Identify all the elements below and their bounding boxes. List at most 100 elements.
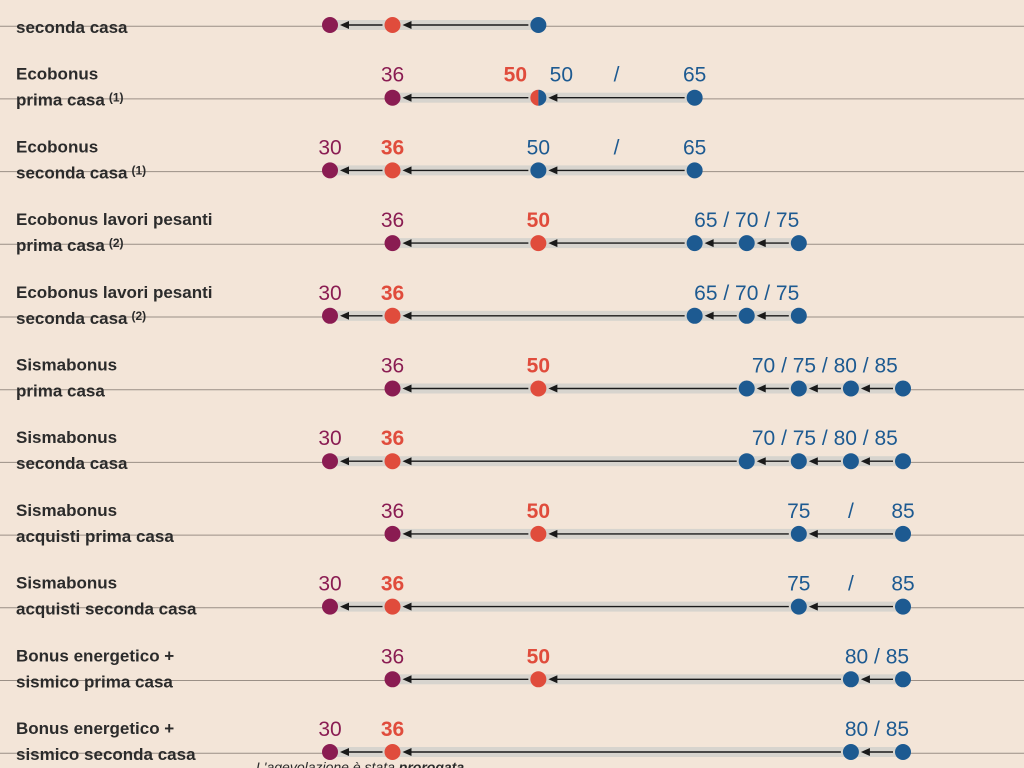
row-label-line1: Bonus energetico + xyxy=(16,646,174,665)
data-point xyxy=(842,671,859,688)
row-note: (2) xyxy=(109,236,124,250)
data-point xyxy=(384,598,401,615)
value-label: 30 xyxy=(318,427,341,450)
value-label: / xyxy=(614,64,620,87)
chart-row: Sismabonus prima casa 36 50 70 / 75 / 80 / 8… xyxy=(0,355,1024,401)
row-label-line1: Sismabonus xyxy=(16,501,117,520)
row-label-line1: Ecobonus xyxy=(16,137,98,156)
arrow-head xyxy=(548,529,558,538)
data-point xyxy=(842,453,859,470)
data-point xyxy=(895,453,911,470)
value-label: 70 / 75 / 80 / 85 xyxy=(752,427,898,450)
value-label: 36 xyxy=(381,64,404,87)
arrow-head xyxy=(548,384,558,393)
arrow-head xyxy=(704,311,714,320)
arrow-head xyxy=(340,748,349,756)
value-label: 36 xyxy=(381,209,404,232)
value-label: 50 xyxy=(527,136,550,159)
arrow-head xyxy=(340,602,349,611)
data-point xyxy=(530,17,547,33)
arrow-head xyxy=(402,457,412,466)
data-point xyxy=(738,380,755,397)
row-label-line1: Sismabonus xyxy=(16,356,117,375)
arrow-head xyxy=(548,239,558,248)
footer-bold: prorogata xyxy=(398,759,465,768)
value-label: 50 xyxy=(527,355,550,378)
row-label-line1: Sismabonus xyxy=(16,574,117,593)
value-label: 75 xyxy=(787,573,810,596)
arrow-head xyxy=(340,457,349,466)
chart-row: Ecobonus seconda casa (1) 30 36 50 / 65 xyxy=(0,136,1024,182)
arrow-head xyxy=(756,239,766,248)
data-point xyxy=(384,453,401,470)
data-point xyxy=(538,89,547,106)
data-point xyxy=(384,89,401,106)
footer-note: L'agevolazione è stata prorogata xyxy=(256,759,464,768)
data-point xyxy=(686,235,703,252)
chart-row: Bonus energetico + sismico seconda casa 30… xyxy=(0,718,1024,764)
value-label: 80 / 85 xyxy=(845,718,909,741)
data-point xyxy=(530,525,547,542)
row-label-line2: acquisti prima casa xyxy=(16,527,174,546)
data-point xyxy=(322,598,338,615)
data-point xyxy=(530,380,547,397)
value-label: 65 / 70 / 75 xyxy=(694,282,799,305)
arrow-head xyxy=(548,675,558,684)
row-label-line2: sismico seconda casa xyxy=(16,745,196,764)
data-point xyxy=(790,598,807,615)
value-label: 36 xyxy=(381,645,404,668)
data-point xyxy=(322,453,338,470)
data-point xyxy=(895,744,911,760)
arrow-head xyxy=(808,384,818,393)
arrow-head xyxy=(860,457,870,466)
arrow-head xyxy=(860,748,870,756)
row-label-line2: prima casa xyxy=(16,382,105,401)
value-label: 50 xyxy=(527,500,550,523)
data-point xyxy=(790,307,807,324)
row-label-line2: acquisti seconda casa xyxy=(16,600,197,619)
row-label-line2: seconda casa (1) xyxy=(16,163,146,182)
data-point xyxy=(686,89,703,106)
arrow-head xyxy=(548,166,558,175)
data-point xyxy=(322,17,338,33)
value-label: 85 xyxy=(891,573,914,596)
data-point xyxy=(790,525,807,542)
value-label: 36 xyxy=(381,500,404,523)
data-point xyxy=(738,307,755,324)
chart-row: Sismabonus seconda casa 30 36 70 / 75 / 80 /… xyxy=(0,427,1024,473)
data-point xyxy=(384,380,401,397)
arrow-head xyxy=(340,21,349,29)
data-point xyxy=(384,671,401,688)
data-point xyxy=(530,235,547,252)
value-label: 30 xyxy=(318,573,341,596)
value-label: 30 xyxy=(318,718,341,741)
value-label: 65 / 70 / 75 xyxy=(694,209,799,232)
arrow-head xyxy=(402,748,412,756)
arrow-head xyxy=(340,311,349,320)
value-label: 80 / 85 xyxy=(845,645,909,668)
arrow-head xyxy=(756,384,766,393)
data-point xyxy=(895,380,911,397)
data-point xyxy=(790,380,807,397)
value-label: 30 xyxy=(318,136,341,159)
data-point xyxy=(530,162,547,179)
arrow-head xyxy=(402,384,412,393)
arrow-head xyxy=(402,21,412,29)
data-point xyxy=(384,235,401,252)
row-label-line2: sismico prima casa xyxy=(16,672,173,691)
value-label: 30 xyxy=(318,282,341,305)
data-point xyxy=(322,744,338,760)
value-label: 50 xyxy=(527,209,550,232)
data-point xyxy=(686,162,703,179)
data-point xyxy=(384,17,401,33)
row-label-line2: prima casa (1) xyxy=(16,91,124,110)
value-label: 50 xyxy=(527,645,550,668)
chart-row: Ecobonus lavori pesanti seconda casa (2) 30… xyxy=(0,282,1024,328)
value-label: 85 xyxy=(891,500,914,523)
chart-row: Ecobonus prima casa (1) 36 50 50 / 65 xyxy=(0,64,1024,110)
data-point xyxy=(842,744,859,760)
value-label: 50 xyxy=(550,64,573,87)
value-label: / xyxy=(614,136,620,159)
chart-row: Ecobonus lavori pesanti prima casa (2) 36 50… xyxy=(0,209,1024,255)
